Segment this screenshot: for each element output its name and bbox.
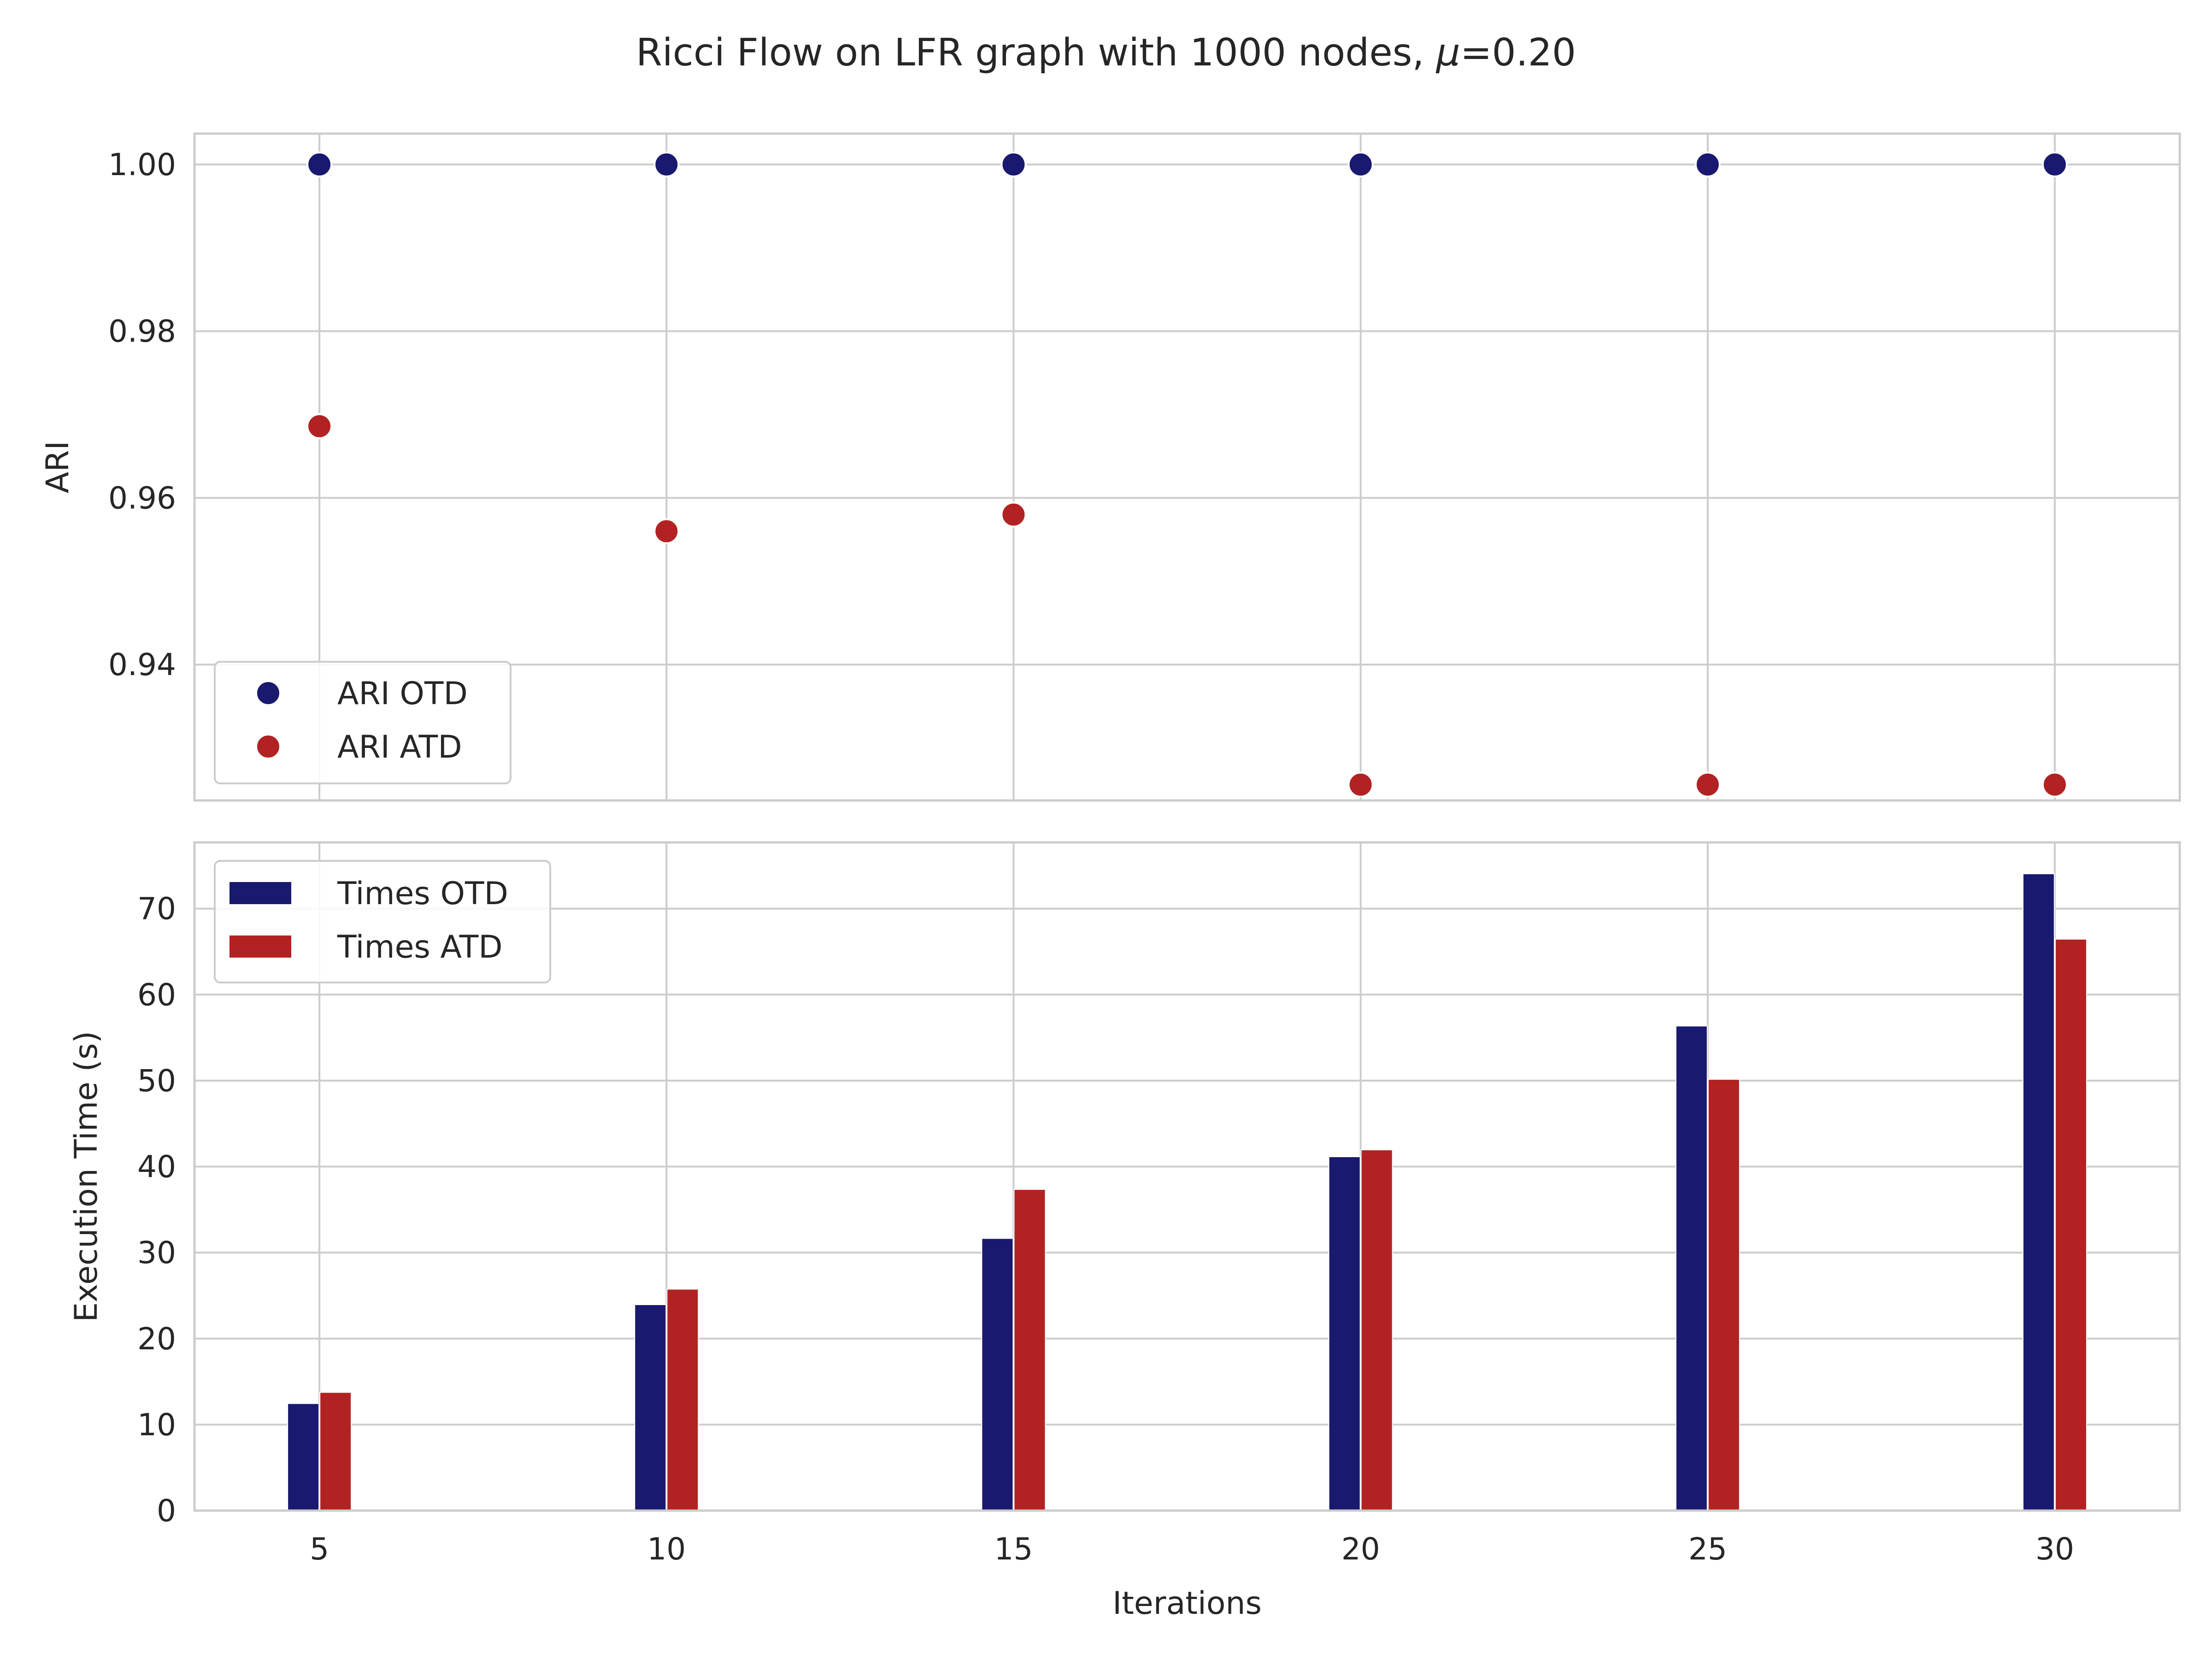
y-tick-label: 30 bbox=[137, 1235, 176, 1271]
ari-atd-point bbox=[1694, 771, 1721, 798]
times-otd-bar bbox=[982, 1239, 1013, 1511]
grid bbox=[194, 134, 2180, 800]
y-tick-label: 60 bbox=[137, 977, 176, 1012]
legend-frame bbox=[214, 860, 551, 983]
ari-atd-point bbox=[306, 413, 333, 439]
y-tick-label: 0.96 bbox=[108, 480, 176, 516]
times-atd-bar bbox=[2055, 939, 2086, 1511]
y-tick-label: 10 bbox=[137, 1407, 176, 1442]
y-tick-label: 0 bbox=[157, 1493, 176, 1529]
legend-label-times-atd: Times ATD bbox=[337, 929, 503, 965]
axes-frame bbox=[193, 132, 2181, 802]
y-tick-label: 1.00 bbox=[108, 147, 176, 182]
ari-atd-point bbox=[2041, 771, 2068, 798]
x-axis-label: Iterations bbox=[1112, 1585, 1262, 1622]
legend-frame bbox=[214, 661, 512, 784]
legend: ARI OTD ARI ATD bbox=[214, 661, 512, 784]
ari-otd-point bbox=[653, 151, 680, 177]
times-otd-bar bbox=[2023, 874, 2054, 1511]
legend: Times OTD Times ATD bbox=[214, 860, 551, 983]
times-atd-bar bbox=[1708, 1080, 1739, 1511]
x-tick-label: 30 bbox=[2036, 1531, 2074, 1567]
y-axis-label: Execution Time (s) bbox=[68, 1031, 105, 1322]
axes-frame bbox=[193, 841, 2181, 1512]
times-atd-bar bbox=[320, 1393, 351, 1511]
ari-atd-point bbox=[653, 518, 680, 544]
y-tick-label: 0.98 bbox=[108, 314, 176, 349]
x-tick-label: 20 bbox=[1341, 1531, 1380, 1567]
legend-label-ari-otd: ARI OTD bbox=[337, 676, 468, 712]
y-tick-label: 70 bbox=[137, 891, 176, 927]
times-atd-bar bbox=[1014, 1189, 1045, 1511]
y-tick-label: 50 bbox=[137, 1063, 176, 1099]
ari-atd-point bbox=[1347, 771, 1374, 798]
ari-otd-point bbox=[2041, 151, 2068, 177]
legend-label-times-otd: Times OTD bbox=[337, 876, 508, 912]
legend-swatch-times-atd bbox=[229, 935, 291, 958]
x-tick-label: 10 bbox=[647, 1531, 686, 1567]
ari-otd-point bbox=[1694, 151, 1721, 177]
data-points bbox=[306, 151, 2068, 798]
times-atd-bar bbox=[1361, 1150, 1392, 1511]
x-tick-label: 15 bbox=[994, 1531, 1033, 1567]
y-tick-label: 0.94 bbox=[108, 647, 176, 682]
ari-subplot: 0.94 0.96 0.98 1.00 ARI ARI OTD ARI ATD bbox=[40, 132, 2181, 802]
y-axis-label: ARI bbox=[40, 441, 76, 494]
times-otd-bar bbox=[635, 1305, 666, 1511]
bars bbox=[287, 873, 2087, 1511]
legend-marker-ari-otd bbox=[255, 680, 281, 706]
times-otd-bar bbox=[1676, 1026, 1707, 1511]
ari-otd-point bbox=[1347, 151, 1374, 177]
ari-otd-point bbox=[306, 151, 333, 177]
execution-time-subplot: 0 10 20 30 40 50 60 70 Execution Time (s) 5 10 15 20… bbox=[68, 841, 2181, 1622]
y-tick-label: 20 bbox=[137, 1321, 176, 1357]
times-otd-bar bbox=[1329, 1157, 1360, 1511]
times-atd-bar bbox=[667, 1289, 698, 1511]
ari-otd-point bbox=[1000, 151, 1027, 177]
plot-area bbox=[194, 134, 2180, 800]
legend-label-ari-atd: ARI ATD bbox=[337, 729, 462, 765]
x-tick-label: 5 bbox=[310, 1531, 329, 1567]
legend-swatch-times-otd bbox=[229, 882, 291, 904]
y-tick-label: 40 bbox=[137, 1149, 176, 1185]
legend-marker-ari-atd bbox=[255, 734, 281, 759]
figure-title: Ricci Flow on LFR graph with 1000 nodes,… bbox=[636, 31, 1576, 75]
x-tick-label: 25 bbox=[1688, 1531, 1727, 1567]
ari-atd-point bbox=[1000, 501, 1027, 528]
times-otd-bar bbox=[288, 1404, 319, 1511]
